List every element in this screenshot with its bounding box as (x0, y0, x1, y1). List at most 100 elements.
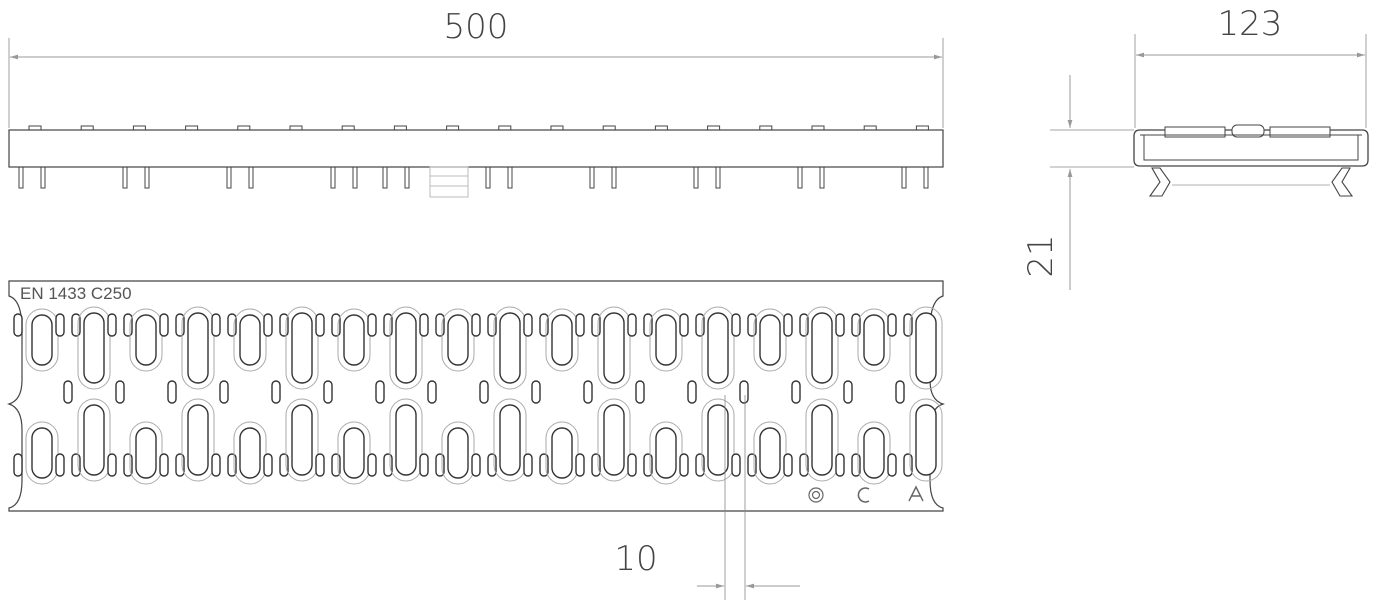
slot (233, 421, 267, 485)
side-tab (602, 125, 616, 130)
small-slot (323, 380, 333, 404)
slot (805, 306, 839, 390)
slot (597, 398, 631, 482)
slot (25, 421, 59, 485)
side-tab (811, 125, 825, 130)
side-leg (611, 166, 617, 189)
side-leg (226, 166, 232, 189)
small-slot (539, 313, 549, 337)
slot (25, 308, 59, 372)
side-tab (759, 125, 773, 130)
side-leg (404, 166, 410, 189)
small-slot (739, 380, 749, 404)
small-slot (55, 313, 65, 337)
side-tab (498, 125, 512, 130)
small-slot (583, 380, 593, 404)
small-slot (791, 380, 801, 404)
small-slot (887, 313, 897, 337)
slot (233, 308, 267, 372)
slot (181, 306, 215, 390)
side-view (8, 125, 944, 198)
side-tab (707, 125, 721, 130)
small-slot (627, 313, 637, 337)
slot (805, 398, 839, 482)
slot (285, 306, 319, 390)
dimension-height-label: 21 (1021, 234, 1061, 277)
side-leg (507, 166, 513, 189)
side-leg (901, 166, 907, 189)
slot (493, 306, 527, 390)
plan-view: EN 1433 C250 (6, 280, 946, 512)
side-leg (693, 166, 699, 189)
dimension-width-label: 123 (1218, 4, 1283, 44)
side-tab (393, 125, 407, 130)
marking-symbols (808, 485, 924, 503)
small-slot (783, 453, 793, 477)
small-slot (419, 313, 429, 337)
side-tab (289, 125, 303, 130)
side-leg (144, 166, 150, 189)
small-slot (219, 380, 229, 404)
side-tab (185, 125, 199, 130)
side-tab (550, 125, 564, 130)
small-slot (167, 380, 177, 404)
dimension-slot-pitch-label: 10 (614, 539, 657, 579)
small-slot (331, 313, 341, 337)
slot (649, 308, 683, 372)
slot (129, 421, 163, 485)
small-slot (227, 313, 237, 337)
small-slot (315, 453, 325, 477)
slot (857, 308, 891, 372)
slot (753, 308, 787, 372)
slot (493, 398, 527, 482)
small-slot (523, 313, 533, 337)
small-slot (487, 453, 497, 477)
small-slot (575, 313, 585, 337)
small-slot (479, 380, 489, 404)
slot (545, 308, 579, 372)
side-tab (80, 125, 94, 130)
slot (389, 306, 423, 390)
small-slot (851, 313, 861, 337)
small-slot (107, 453, 117, 477)
small-slot (643, 313, 653, 337)
slot (77, 306, 111, 390)
small-slot (835, 453, 845, 477)
side-leg (330, 166, 336, 189)
side-view-bottom-legs (18, 166, 929, 189)
side-leg (40, 166, 46, 189)
side-tab (28, 125, 42, 130)
small-slot (591, 453, 601, 477)
end-view: 123 21 (1021, 4, 1369, 290)
standard-marking: EN 1433 C250 (20, 284, 132, 303)
small-slot (13, 313, 23, 337)
side-tab (915, 125, 929, 130)
slot (337, 308, 371, 372)
side-leg (923, 166, 929, 189)
side-leg (485, 166, 491, 189)
slot (909, 398, 943, 482)
small-slot (271, 380, 281, 404)
small-slot (367, 453, 377, 477)
side-tab (654, 125, 668, 130)
small-slot (435, 313, 445, 337)
side-tab (341, 125, 355, 130)
small-slot (895, 380, 905, 404)
small-slot (211, 313, 221, 337)
small-slot (627, 453, 637, 477)
slot (181, 398, 215, 482)
side-leg (18, 166, 24, 189)
small-slot (375, 380, 385, 404)
slot (337, 421, 371, 485)
slot (441, 421, 475, 485)
slot (597, 306, 631, 390)
small-slot (635, 380, 645, 404)
small-slot (159, 453, 169, 477)
side-leg (589, 166, 595, 189)
side-view-top-tabs (28, 125, 929, 130)
slot (389, 398, 423, 482)
small-slot (315, 313, 325, 337)
small-slot (419, 453, 429, 477)
small-slot (279, 453, 289, 477)
small-slot (55, 453, 65, 477)
